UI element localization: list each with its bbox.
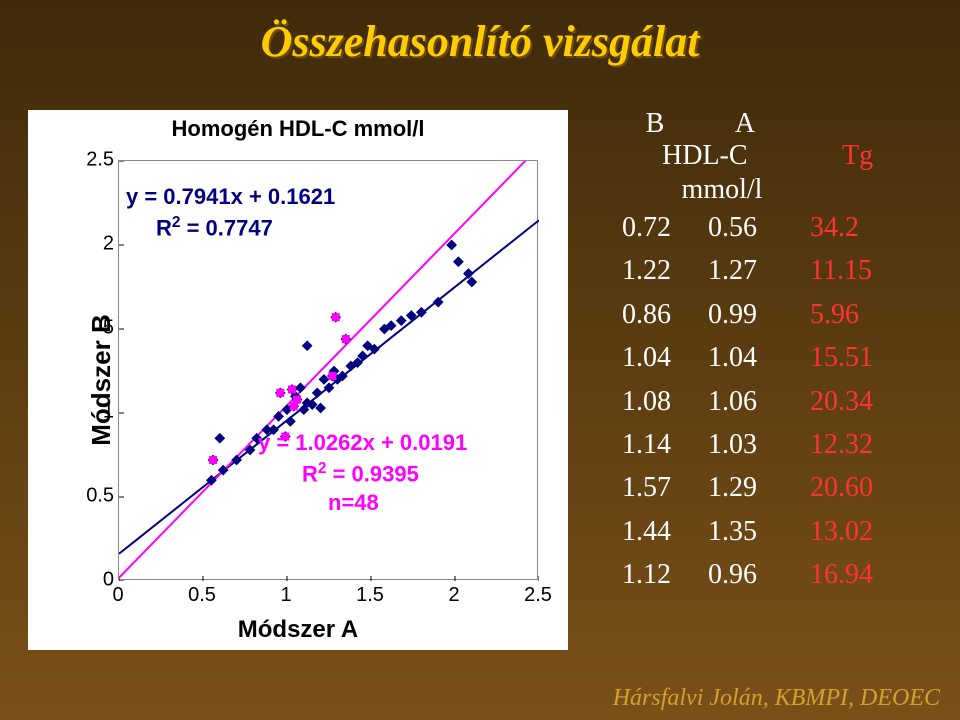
chart-point — [209, 456, 217, 464]
data-header-row1: B A — [610, 108, 930, 140]
chart-ytick: 5 — [103, 317, 114, 340]
chart-point — [396, 315, 407, 326]
data-row: 1.571.2920.60 — [610, 466, 930, 509]
chart-eq2r: R2 = 0.9395 — [302, 460, 419, 487]
data-cell-b: 1.22 — [610, 249, 700, 292]
chart-point — [342, 335, 350, 343]
chart-point — [288, 385, 296, 393]
chart-point — [302, 340, 313, 351]
data-row: 1.120.9616.94 — [610, 553, 930, 596]
data-cell-b: 1.14 — [610, 423, 700, 466]
data-cell-a: 0.96 — [700, 553, 790, 596]
slide-title: Összehasonlító vizsgálat — [0, 16, 960, 67]
chart-point — [332, 313, 340, 321]
data-row: 1.041.0415.51 — [610, 336, 930, 379]
chart-point — [328, 372, 336, 380]
data-header-tg: Tg — [842, 140, 873, 172]
chart-eq2: y = 1.0262x + 0.0191 — [258, 430, 467, 456]
chart-point — [214, 433, 225, 444]
data-cell-a: 1.29 — [700, 466, 790, 509]
chart-xlabel: Módszer A — [28, 616, 568, 644]
chart-point — [276, 389, 284, 397]
data-cell-a: 0.99 — [700, 293, 790, 336]
data-rows: 0.720.5634.21.221.2711.150.860.995.961.0… — [610, 206, 930, 597]
data-cell-tg: 20.60 — [790, 466, 900, 509]
chart-eq1: y = 0.7941x + 0.1621 — [126, 184, 335, 210]
chart-xtick: 1.5 — [356, 584, 384, 607]
chart-point — [453, 256, 464, 267]
data-cell-b: 1.57 — [610, 466, 700, 509]
data-cell-a: 0.56 — [700, 206, 790, 249]
chart-ytick: 2 — [103, 233, 114, 256]
chart-point — [312, 387, 323, 398]
chart-eq2n: n=48 — [328, 490, 379, 516]
chart-title: Homogén HDL-C mmol/l — [28, 116, 568, 142]
data-cell-tg: 34.2 — [790, 206, 900, 249]
data-header-row2: HDL-C Tg — [610, 140, 930, 174]
data-cell-b: 1.44 — [610, 510, 700, 553]
chart-point — [285, 416, 296, 427]
chart-eq1r-val: 0.7747 — [206, 215, 273, 240]
chart-xtick: 0.5 — [188, 584, 216, 607]
data-row: 0.860.995.96 — [610, 293, 930, 336]
data-header-b: B — [610, 108, 700, 140]
data-cell-tg: 5.96 — [790, 293, 900, 336]
chart-point — [295, 382, 306, 393]
data-header-a: A — [700, 108, 790, 140]
data-cell-a: 1.03 — [700, 423, 790, 466]
chart-ytick: 1 — [103, 401, 114, 424]
data-row: 0.720.5634.2 — [610, 206, 930, 249]
footer-credit: Hársfalvi Jolán, KBMPI, DEOEC — [613, 685, 940, 712]
data-table: B A HDL-C Tg mmol/l 0.720.5634.21.221.27… — [610, 108, 930, 597]
data-row: 1.141.0312.32 — [610, 423, 930, 466]
chart-xtick: 2 — [448, 584, 459, 607]
chart-xtick: 0 — [112, 584, 123, 607]
slide-root: Összehasonlító vizsgálat Homogén HDL-C m… — [0, 0, 960, 720]
data-row: 1.221.2711.15 — [610, 249, 930, 292]
data-cell-b: 0.86 — [610, 293, 700, 336]
chart-ytick: 2.5 — [86, 149, 114, 172]
data-cell-tg: 12.32 — [790, 423, 900, 466]
data-cell-tg: 13.02 — [790, 510, 900, 553]
chart-point — [273, 411, 284, 422]
chart-eq2r-val: 0.9395 — [352, 461, 419, 486]
data-cell-a: 1.04 — [700, 336, 790, 379]
data-row: 1.441.3513.02 — [610, 510, 930, 553]
data-cell-b: 1.12 — [610, 553, 700, 596]
data-cell-a: 1.35 — [700, 510, 790, 553]
data-cell-tg: 20.34 — [790, 380, 900, 423]
data-header-hdlc: HDL-C — [662, 140, 748, 172]
data-row: 1.081.0620.34 — [610, 380, 930, 423]
chart-eq1r: R2 = 0.7747 — [156, 214, 273, 241]
chart-xtick: 2.5 — [524, 584, 552, 607]
chart-ytick: 0.5 — [86, 485, 114, 508]
data-cell-b: 1.08 — [610, 380, 700, 423]
data-cell-b: 0.72 — [610, 206, 700, 249]
data-cell-a: 1.06 — [700, 380, 790, 423]
data-cell-tg: 15.51 — [790, 336, 900, 379]
chart-point — [293, 396, 301, 404]
data-cell-a: 1.27 — [700, 249, 790, 292]
data-header-units: mmol/l — [622, 174, 822, 206]
data-cell-tg: 11.15 — [790, 249, 900, 292]
data-cell-b: 1.04 — [610, 336, 700, 379]
data-cell-tg: 16.94 — [790, 553, 900, 596]
chart-xtick: 1 — [280, 584, 291, 607]
chart-panel: Homogén HDL-C mmol/l Módszer B 00.51522.… — [28, 110, 568, 650]
